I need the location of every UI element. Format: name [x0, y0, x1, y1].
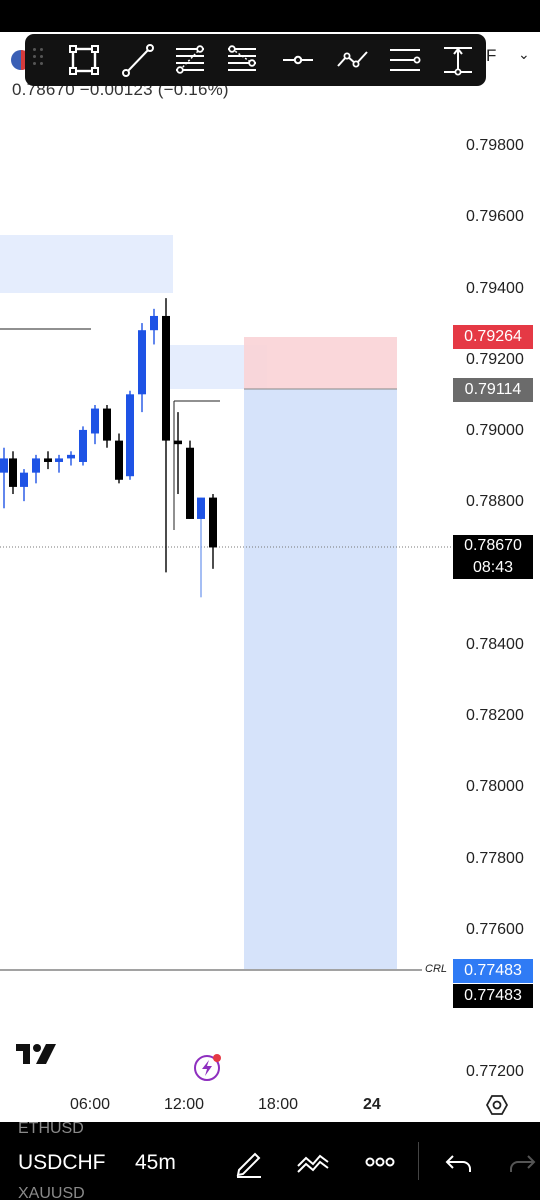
- candle-body: [79, 429, 87, 462]
- candle-body: [186, 447, 194, 519]
- candle-body: [174, 440, 182, 445]
- candle-body: [115, 440, 123, 480]
- time-axis-label: 06:00: [70, 1096, 111, 1113]
- symbol-list-item[interactable]: XAUUSD: [18, 1185, 85, 1202]
- take-profit-zone: [244, 389, 397, 969]
- fib-extension-icon[interactable]: [224, 42, 260, 78]
- lightning-icon[interactable]: [193, 1052, 223, 1082]
- price-axis-label: 0.78200: [466, 707, 524, 724]
- drag-handle[interactable]: [33, 48, 45, 72]
- price-axis-label: 0.78400: [466, 636, 524, 653]
- candle-body: [150, 315, 158, 331]
- price-axis-label: 0.79000: [466, 422, 524, 439]
- stop-loss-zone: [244, 337, 397, 389]
- more-icon[interactable]: [362, 1144, 398, 1180]
- price-axis-label: 0.77600: [466, 921, 524, 938]
- interval-selector[interactable]: 45m: [135, 1151, 176, 1174]
- candle-body: [197, 497, 205, 519]
- time-axis-label: 12:00: [164, 1096, 205, 1113]
- candle-body: [162, 315, 170, 441]
- time-axis-label: 18:00: [258, 1096, 299, 1113]
- parallel-channel-icon[interactable]: [387, 42, 423, 78]
- chevron-down-icon[interactable]: ⌄: [518, 46, 530, 62]
- time-axis-label: 24: [363, 1096, 381, 1113]
- candles: [0, 298, 217, 598]
- candle-body: [67, 454, 75, 459]
- undo-icon[interactable]: [441, 1144, 477, 1180]
- price-axis-label: 0.79600: [466, 208, 524, 225]
- candle-body: [91, 408, 99, 434]
- symbol-selector[interactable]: USDCHF: [18, 1151, 106, 1174]
- candle-body: [9, 458, 17, 487]
- pencil-icon[interactable]: [231, 1144, 267, 1180]
- price-axis-label: 0.79800: [466, 137, 524, 154]
- bar-countdown: 08:43: [472, 559, 514, 576]
- candle-body: [209, 497, 217, 548]
- candle-body: [103, 408, 111, 441]
- fib-retracement-icon[interactable]: [172, 42, 208, 78]
- candle-body: [44, 458, 52, 462]
- candle-body: [32, 458, 40, 473]
- price-axis-label: 0.78000: [466, 778, 524, 795]
- candlestick-chart[interactable]: [0, 104, 540, 1120]
- toolbar-divider: [418, 1142, 419, 1180]
- price-axis-label: 0.77800: [466, 850, 524, 867]
- redo-icon[interactable]: [504, 1144, 540, 1180]
- symbol-label[interactable]: F: [486, 46, 497, 65]
- target-price-tag: 0.77483: [453, 959, 533, 983]
- horizontal-ray-icon[interactable]: [280, 42, 316, 78]
- candle-body: [20, 472, 28, 487]
- candle-body: [126, 394, 134, 477]
- stop-loss-tag: 0.79264: [453, 325, 533, 349]
- entry-price-tag: 0.79114: [453, 378, 533, 402]
- path-icon[interactable]: [334, 42, 370, 78]
- candle-body: [0, 458, 8, 473]
- current-price-value: 0.78670: [464, 537, 522, 554]
- trend-line-icon[interactable]: [120, 42, 156, 78]
- rectangle-icon[interactable]: [66, 42, 102, 78]
- price-axis-label: 0.79400: [466, 280, 524, 297]
- drawing-toolbar: [25, 34, 486, 86]
- price-axis-label: 0.77200: [466, 1063, 524, 1080]
- candle-body: [138, 330, 146, 395]
- crl-price-tag: 0.77483: [453, 984, 533, 1008]
- symbol-list-item[interactable]: ETHUSD: [18, 1120, 84, 1137]
- price-axis-label: 0.78800: [466, 493, 524, 510]
- indicators-icon[interactable]: [295, 1144, 331, 1180]
- settings-icon[interactable]: [485, 1094, 509, 1116]
- demand-zone-top: [0, 235, 173, 293]
- status-bar: [0, 0, 540, 32]
- candle-body: [55, 458, 63, 462]
- price-axis-label: 0.79200: [466, 351, 524, 368]
- current-price-tag: 0.78670 08:43: [453, 535, 533, 579]
- crl-label: CRL: [425, 963, 448, 975]
- tradingview-logo: [16, 1042, 60, 1071]
- long-position-icon[interactable]: [440, 42, 476, 78]
